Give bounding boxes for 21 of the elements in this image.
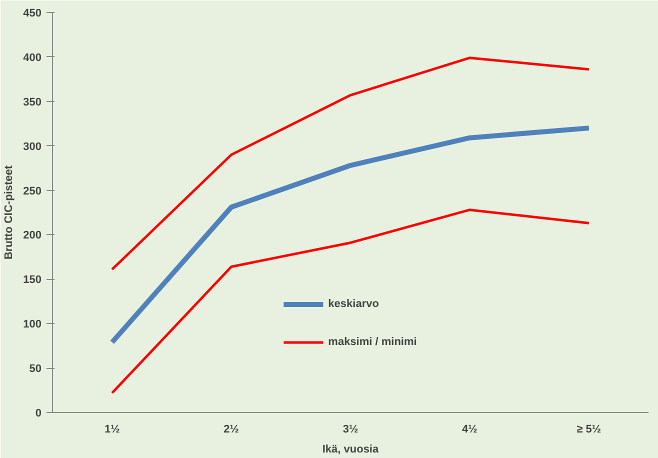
y-tick-label: 300: [23, 140, 42, 153]
legend-label: maksimi / minimi: [328, 336, 417, 348]
x-tick-label: 2½: [224, 424, 239, 436]
y-tick-label: 250: [23, 185, 42, 198]
x-tick-label: ≥ 5½: [576, 424, 602, 436]
line-series: [110, 56, 590, 271]
legend-label: keskiarvo: [328, 298, 379, 310]
y-tick-label: 100: [23, 318, 42, 331]
x-tick-label: 3½: [342, 424, 358, 436]
y-tick-label: 450: [23, 8, 42, 20]
x-axis-title: Ikä, vuosia: [322, 444, 380, 456]
y-tick-label: 400: [23, 52, 42, 64]
x-tick-label: 1½: [104, 424, 120, 436]
x-tick-label: 4½: [462, 424, 478, 436]
y-tick-label: 350: [23, 96, 42, 108]
y-axis-title: Brutto CIC-pisteet: [3, 165, 16, 260]
y-tick-label: 0: [35, 408, 42, 420]
y-tick-label: 50: [29, 363, 42, 376]
y-tick-label: 200: [23, 230, 42, 242]
y-tick-label: 150: [23, 274, 42, 286]
line-series: [110, 208, 590, 394]
